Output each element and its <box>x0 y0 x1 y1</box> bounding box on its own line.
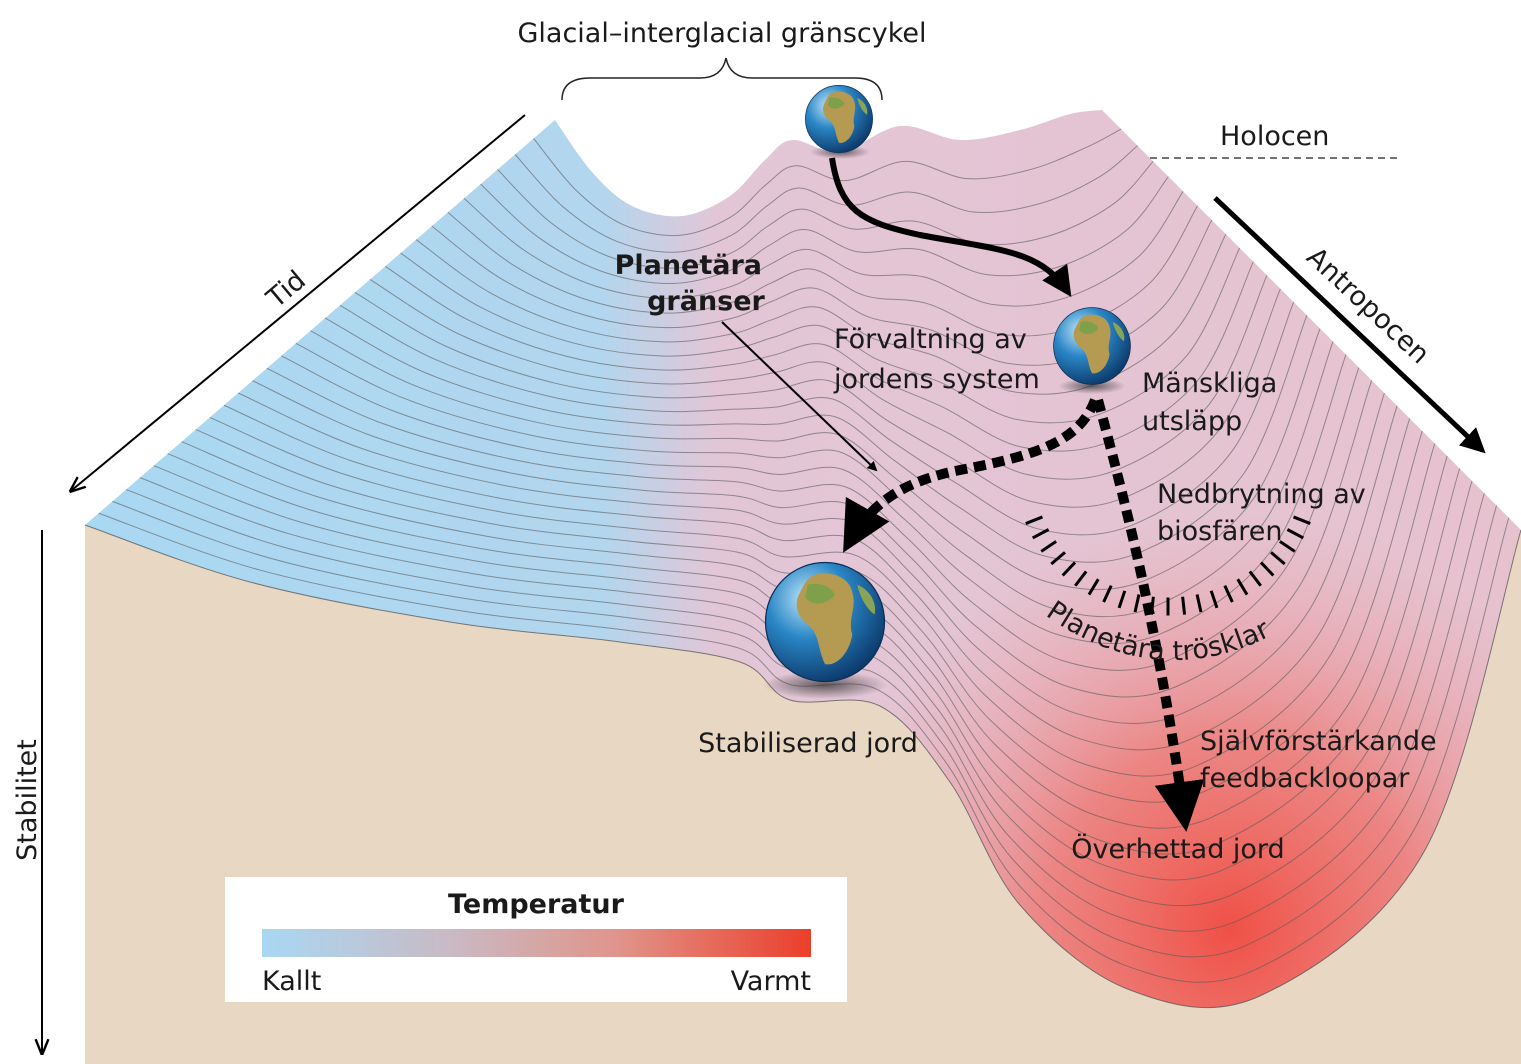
label-line: Förvaltning av <box>834 324 1027 355</box>
label-line: jordens system <box>833 364 1040 395</box>
threshold-tick <box>1183 597 1185 615</box>
stability-label: Stabilitet <box>12 739 43 861</box>
globe-stewardship <box>1054 308 1131 385</box>
globe-stabilized <box>765 562 884 681</box>
label-line: feedbackloopar <box>1200 763 1410 794</box>
label-line: biosfären <box>1157 516 1283 547</box>
label-line: gränser <box>647 286 765 317</box>
legend-low: Kallt <box>262 966 321 997</box>
title: Glacial–interglacial gränscykel <box>517 18 926 49</box>
diagram: Glacial–interglacial gränscykel Holocen … <box>0 0 1521 1064</box>
hothouse-label: Överhettad jord <box>1071 833 1284 865</box>
label-line: Självförstärkande <box>1200 726 1437 757</box>
stabilized-label: Stabiliserad jord <box>698 728 918 759</box>
label-line: Nedbrytning av <box>1157 479 1366 510</box>
time-label: Tid <box>260 265 312 315</box>
holocene-label: Holocen <box>1220 121 1329 152</box>
legend-title: Temperatur <box>448 889 625 920</box>
label-line: Mänskliga <box>1142 368 1277 399</box>
legend-high: Varmt <box>731 966 811 997</box>
label-line: utsläpp <box>1142 406 1242 437</box>
threshold-tick <box>1151 597 1153 615</box>
legend-gradient <box>262 929 811 957</box>
label-line: Planetära <box>615 250 762 281</box>
globe-holocene <box>805 85 872 152</box>
